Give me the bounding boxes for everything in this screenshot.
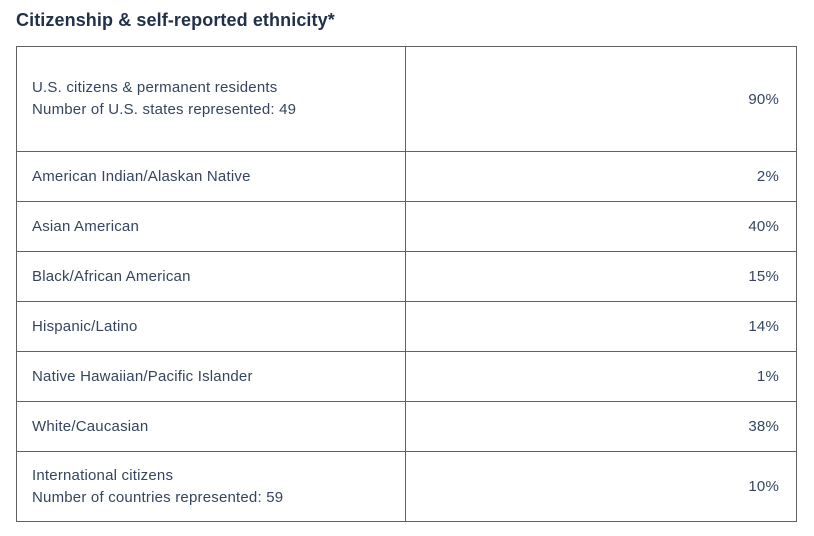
- row-label-cell: International citizens Number of countri…: [17, 452, 406, 521]
- row-label: American Indian/Alaskan Native: [32, 167, 251, 185]
- row-label-cell: White/Caucasian: [17, 402, 406, 451]
- row-label: International citizens: [32, 466, 174, 484]
- row-label-cell: Native Hawaiian/Pacific Islander: [17, 352, 406, 401]
- row-value: 1%: [756, 368, 779, 385]
- row-label-cell: U.S. citizens & permanent residents Numb…: [17, 47, 406, 151]
- row-value: 15%: [748, 268, 779, 285]
- table-row: American Indian/Alaskan Native 2%: [17, 152, 796, 202]
- table-row: Hispanic/Latino 14%: [17, 302, 796, 352]
- ethnicity-table: U.S. citizens & permanent residents Numb…: [16, 46, 797, 522]
- row-value: 2%: [756, 168, 779, 185]
- page-title: Citizenship & self-reported ethnicity*: [16, 10, 335, 30]
- row-label-cell: American Indian/Alaskan Native: [17, 152, 406, 201]
- row-label-cell: Black/African American: [17, 252, 406, 301]
- row-label: Native Hawaiian/Pacific Islander: [32, 367, 253, 385]
- row-value: 40%: [748, 218, 779, 235]
- row-label-cell: Asian American: [17, 202, 406, 251]
- table-row: Black/African American 15%: [17, 252, 796, 302]
- row-label: Hispanic/Latino: [32, 317, 138, 335]
- row-value: 14%: [748, 318, 779, 335]
- row-sublabel: Number of U.S. states represented: 49: [32, 101, 297, 118]
- table-row: White/Caucasian 38%: [17, 402, 796, 452]
- row-sublabel: Number of countries represented: 59: [32, 488, 284, 506]
- row-value: 38%: [748, 418, 779, 435]
- row-label: Black/African American: [32, 267, 191, 285]
- table-row: Native Hawaiian/Pacific Islander 1%: [17, 352, 796, 402]
- row-label-cell: Hispanic/Latino: [17, 302, 406, 351]
- row-value: 90%: [748, 90, 779, 108]
- row-label: White/Caucasian: [32, 417, 149, 435]
- row-label: Asian American: [32, 217, 140, 235]
- table-row: International citizens Number of countri…: [17, 452, 796, 521]
- table-row: Asian American 40%: [17, 202, 796, 252]
- row-value: 10%: [748, 478, 779, 495]
- row-label: U.S. citizens & permanent residents: [32, 79, 278, 96]
- table-row: U.S. citizens & permanent residents Numb…: [17, 47, 796, 152]
